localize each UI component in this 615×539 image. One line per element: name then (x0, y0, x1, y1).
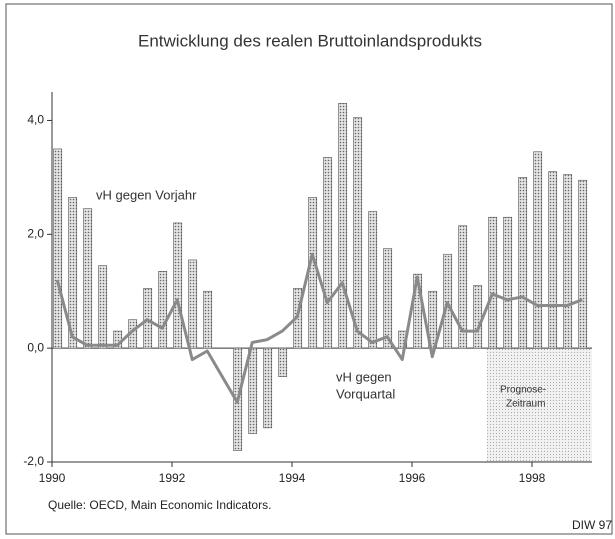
x-tick-label: 1998 (519, 471, 546, 485)
x-tick-label: 1996 (399, 471, 426, 485)
bar (53, 148, 63, 349)
bar (383, 248, 393, 349)
bar (203, 290, 213, 349)
bar (428, 290, 438, 349)
y-tick-label: 0,0 (27, 340, 44, 354)
annotation: vH gegen (336, 369, 392, 384)
bar (353, 117, 363, 349)
source: Quelle: OECD, Main Economic Indicators. (48, 498, 271, 512)
chart-title: Entwicklung des realen Bruttoinlandsprod… (138, 31, 482, 50)
bar (188, 259, 198, 349)
bar (458, 225, 468, 349)
bar (548, 171, 558, 349)
bar (83, 208, 93, 349)
bar (278, 347, 288, 377)
bar (518, 177, 528, 349)
bar (308, 197, 318, 349)
bar (503, 216, 513, 349)
bar (323, 157, 333, 349)
annotation: Zeitraum (506, 399, 545, 410)
annotation: Prognose- (500, 385, 546, 396)
bar (563, 174, 573, 349)
bar (488, 216, 498, 349)
bar (173, 222, 183, 349)
y-tick-label: 4,0 (27, 113, 44, 127)
bar (98, 265, 108, 349)
frame (5, 3, 613, 535)
bar (68, 197, 78, 349)
x-tick-label: 1990 (39, 471, 66, 485)
bar (578, 179, 588, 349)
forecast-region (487, 348, 592, 462)
bar (368, 211, 378, 349)
line (55, 252, 583, 404)
bar (263, 347, 273, 429)
x-tick-label: 1992 (159, 471, 186, 485)
bar (473, 285, 483, 349)
bar (533, 151, 543, 349)
annotation: vH gegen Vorjahr (96, 187, 197, 202)
y-tick-label: -2,0 (23, 454, 44, 468)
y-tick-label: 2,0 (27, 226, 44, 240)
credit: DIW 97 (572, 518, 612, 532)
x-tick-label: 1994 (279, 471, 306, 485)
bar (158, 271, 168, 349)
bar (413, 273, 423, 349)
bar (248, 347, 258, 434)
bar (338, 103, 348, 349)
annotation: Vorquartal (336, 386, 395, 401)
